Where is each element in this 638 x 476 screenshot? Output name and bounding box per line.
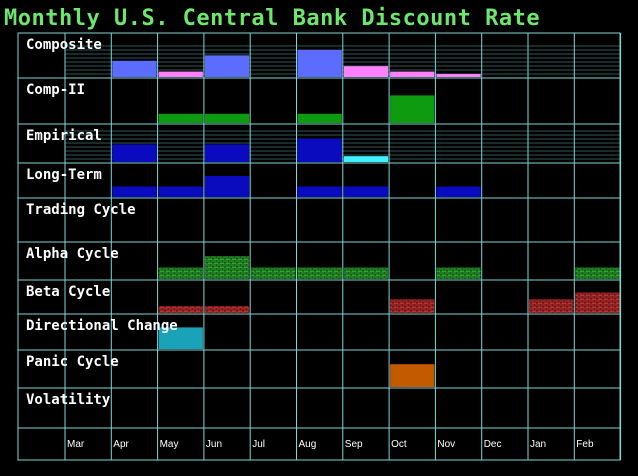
row-label-volatility: Volatility (26, 392, 111, 408)
cell-empirical-aug (297, 138, 342, 162)
cell-empirical-apr (112, 144, 157, 162)
cell-composite-nov (436, 74, 481, 77)
cell-long-term-may (158, 186, 203, 197)
month-label-jun: Jun (206, 439, 222, 450)
row-label-directional-change: Directional Change (26, 318, 178, 334)
row-label-panic-cycle: Panic Cycle (26, 354, 119, 370)
row-label-long-term: Long-Term (26, 167, 102, 183)
row-label-trading-cycle: Trading Cycle (26, 202, 136, 218)
cell-composite-may (158, 71, 203, 77)
month-label-sep: Sep (345, 439, 363, 450)
cell-composite-jun (204, 55, 250, 77)
row-label-comp-ii: Comp-II (26, 82, 85, 98)
month-label-feb: Feb (576, 439, 594, 450)
row-label-empirical: Empirical (26, 128, 102, 144)
cell-long-term-jun (204, 176, 250, 197)
row-label-alpha-cycle: Alpha Cycle (26, 246, 119, 262)
row-label-composite: Composite (26, 37, 102, 53)
chart-title: Monthly U.S. Central Bank Discount Rate (4, 6, 541, 31)
month-label-aug: Aug (299, 439, 317, 450)
cell-empirical-jun (204, 144, 250, 162)
cell-beta-cycle-oct (390, 299, 435, 313)
cell-long-term-aug (297, 186, 342, 197)
cell-long-term-apr (112, 186, 157, 197)
cell-comp-ii-aug (297, 113, 342, 123)
cell-alpha-cycle-jul (251, 267, 296, 279)
month-label-jul: Jul (252, 439, 265, 450)
cell-comp-ii-jun (204, 113, 250, 123)
cell-panic-cycle-oct (390, 364, 435, 387)
cell-composite-aug (297, 50, 342, 77)
month-label-oct: Oct (391, 439, 407, 450)
cell-beta-cycle-jan (529, 299, 574, 313)
month-label-mar: Mar (67, 439, 85, 450)
row-label-beta-cycle: Beta Cycle (26, 284, 110, 300)
cell-long-term-nov (436, 186, 481, 197)
cell-alpha-cycle-sep (343, 267, 389, 279)
cell-long-term-sep (343, 186, 389, 197)
month-label-dec: Dec (484, 439, 502, 450)
cell-alpha-cycle-aug (297, 267, 342, 279)
cell-alpha-cycle-jun (204, 256, 250, 279)
cell-comp-ii-may (158, 113, 203, 123)
cell-composite-oct (390, 71, 435, 77)
cell-empirical-sep (343, 156, 389, 162)
month-label-nov: Nov (437, 439, 455, 450)
cell-alpha-cycle-may (158, 267, 203, 279)
cell-comp-ii-oct (390, 95, 435, 123)
cell-composite-apr (112, 60, 157, 77)
cell-alpha-cycle-nov (436, 267, 481, 279)
cell-alpha-cycle-feb (575, 267, 620, 279)
cell-beta-cycle-jun (204, 306, 250, 313)
month-label-jan: Jan (530, 439, 546, 450)
month-label-may: May (160, 439, 179, 450)
cell-directional-change-may (158, 327, 203, 349)
month-label-apr: Apr (113, 439, 129, 450)
cell-composite-sep (343, 66, 389, 77)
cell-beta-cycle-feb (575, 292, 620, 313)
cell-beta-cycle-may (158, 306, 203, 313)
